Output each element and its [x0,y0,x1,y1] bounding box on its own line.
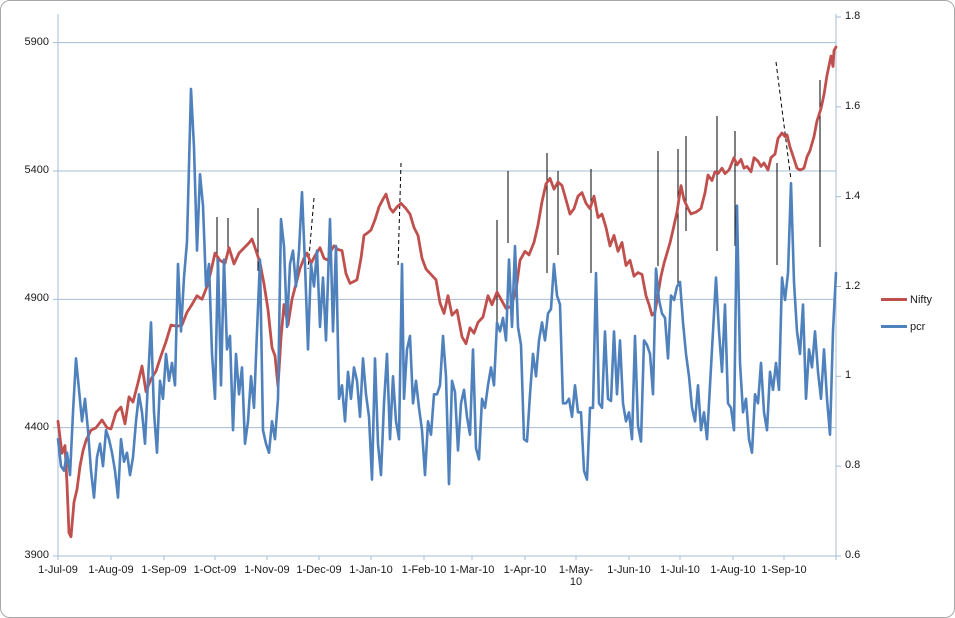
legend[interactable]: Nifty pcr [881,286,932,340]
x-tick-label: 1-Mar-10 [449,564,495,576]
annotation-line [775,61,792,181]
x-tick-label: 1-Jul-10 [660,564,700,576]
annotation-line [397,162,402,268]
legend-item-pcr[interactable]: pcr [881,313,932,340]
x-tick-label: 1-Sep-10 [761,564,807,576]
y-left-tick-label: 5400 [24,164,49,176]
y-right-tick-label: 1.6 [845,99,861,112]
x-tick-label: 1-Oct-09 [193,564,237,576]
x-tick-label: 1-Jan-10 [349,564,393,576]
x-tick-label: 1-May-10 [558,564,594,588]
x-tick-label: 1-Sep-09 [141,564,187,576]
y-left-tick-label: 5900 [24,35,49,48]
y-right-tick-label: 1 [845,369,852,382]
legend-label-nifty: Nifty [910,293,932,306]
x-tick-label: 1-Aug-10 [710,564,756,576]
y-left-tick-label: 4400 [24,420,49,433]
nifty-line-swatch [881,298,907,301]
y-right-tick-label: 0.6 [845,549,861,561]
x-tick-label: 1-Apr-10 [503,564,547,576]
x-tick-label: 1-Jul-09 [38,564,78,576]
pcr-series-line[interactable] [56,87,838,499]
x-tick-label: 1-Jun-10 [607,564,651,576]
y-right-tick-label: 1.4 [845,189,861,202]
y-right-tick-label: 1.2 [845,279,861,292]
legend-item-nifty[interactable]: Nifty [881,286,932,313]
nifty-series-line[interactable] [56,45,838,539]
x-tick-label: 1-Dec-09 [296,564,342,576]
y-right-tick-label: 1.8 [845,10,861,22]
x-tick-label: 1-Aug-09 [88,564,134,576]
y-right-tick-label: 0.8 [845,459,861,472]
pcr-line-swatch [881,325,907,328]
x-tick-label: 1-Feb-10 [401,564,447,576]
legend-label-pcr: pcr [910,320,926,333]
y-left-tick-label: 3900 [24,549,49,561]
x-tick-label: 1-Nov-09 [244,564,290,576]
y-left-tick-label: 4900 [24,292,49,305]
